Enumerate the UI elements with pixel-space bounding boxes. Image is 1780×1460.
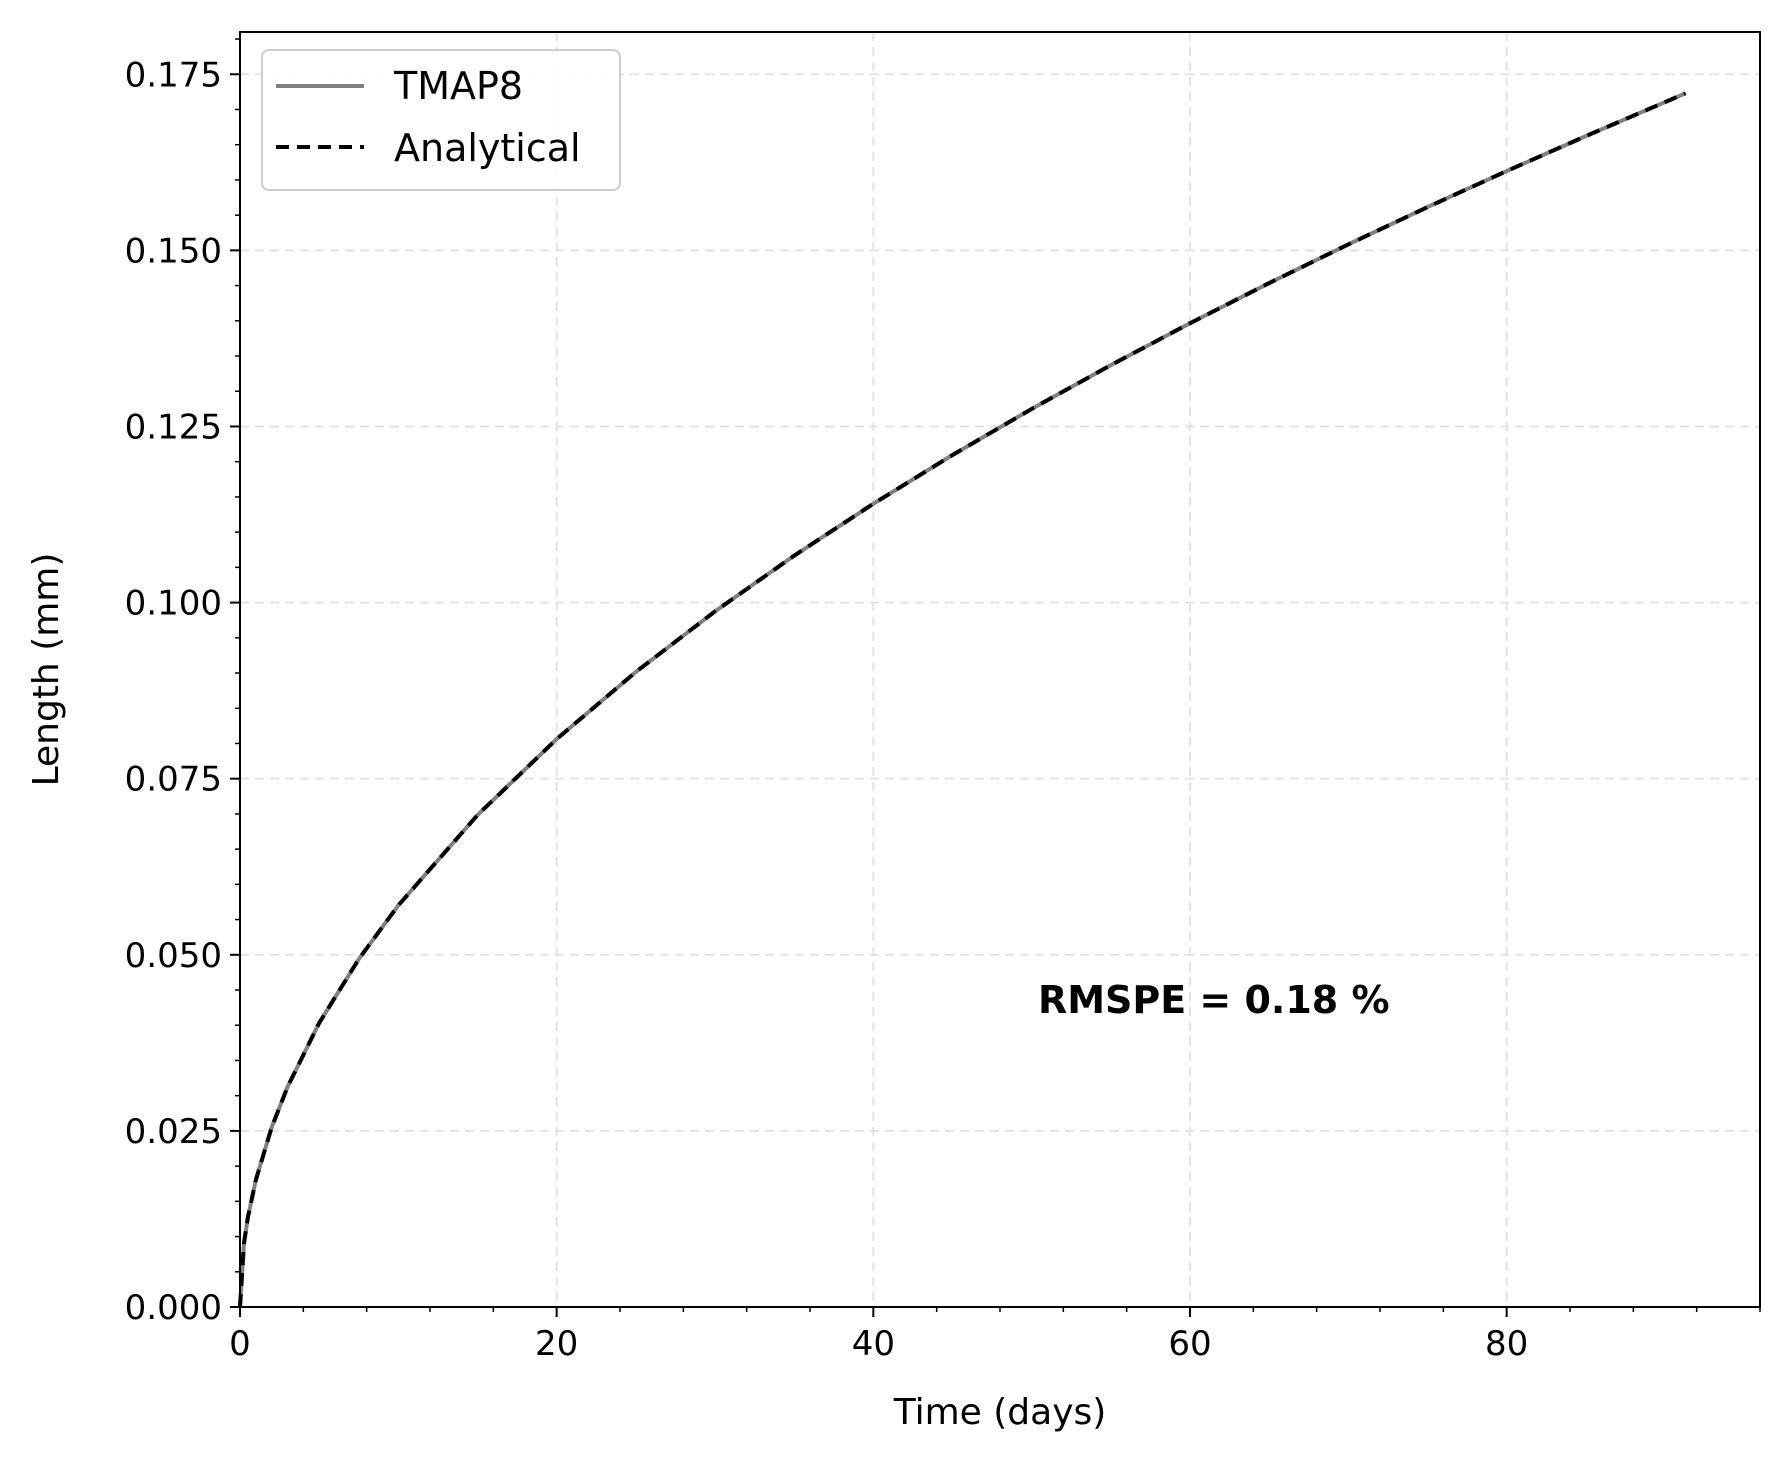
grid xyxy=(240,32,1760,1307)
y-tick-label: 0.175 xyxy=(125,55,222,95)
y-tick-label: 0.150 xyxy=(125,231,222,271)
y-tick-label: 0.025 xyxy=(125,1112,222,1152)
x-axis-title: Time (days) xyxy=(893,1392,1107,1433)
legend-label-analytical: Analytical xyxy=(394,126,581,170)
rmspe-annotation: RMSPE = 0.18 % xyxy=(1038,978,1390,1022)
legend: TMAP8 Analytical xyxy=(261,49,621,191)
y-tick-label: 0.125 xyxy=(125,407,222,447)
x-tick-label: 20 xyxy=(535,1324,578,1364)
y-tick-label: 0.075 xyxy=(125,760,222,800)
y-tick-label: 0.000 xyxy=(125,1288,222,1328)
x-tick-label: 40 xyxy=(852,1324,895,1364)
x-tick-label: 0 xyxy=(229,1324,251,1364)
ticks: 0 20 40 60 80 0.000 0.025 0.050 0.075 0.100 0.125 0… xyxy=(125,38,1761,1364)
series-layer xyxy=(238,91,1687,1308)
y-tick-label: 0.050 xyxy=(125,936,222,976)
series-line-analytical xyxy=(238,91,1687,1308)
legend-label-tmap8: TMAP8 xyxy=(393,64,523,108)
y-tick-label: 0.100 xyxy=(125,584,222,624)
x-tick-label: 80 xyxy=(1485,1324,1528,1364)
x-tick-label: 60 xyxy=(1168,1324,1211,1364)
y-axis-title: Length (mm) xyxy=(26,553,67,787)
